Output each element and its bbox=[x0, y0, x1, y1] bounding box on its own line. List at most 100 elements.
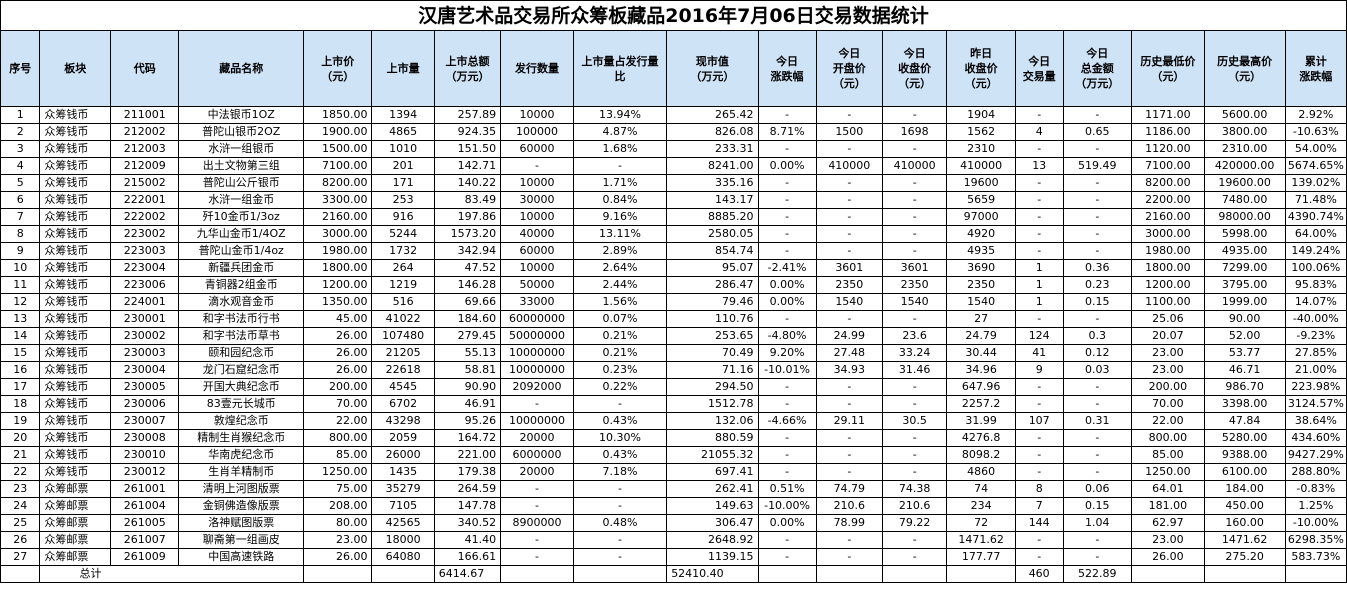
table-cell: 19 bbox=[0, 412, 41, 430]
table-cell: - bbox=[1062, 463, 1133, 481]
table-cell: 27 bbox=[946, 310, 1016, 328]
column-header: 代码 bbox=[109, 30, 180, 107]
table-cell: 140.22 bbox=[433, 174, 502, 192]
table-cell: 4390.74% bbox=[1284, 208, 1347, 226]
table-cell: 181.00 bbox=[1131, 497, 1205, 515]
table-cell: 74.38 bbox=[882, 480, 948, 498]
column-header: 现市值 （万元） bbox=[666, 30, 759, 107]
table-cell: - bbox=[1014, 242, 1064, 260]
total-cell: 6414.67 bbox=[433, 565, 502, 583]
table-cell: 110.76 bbox=[666, 310, 759, 328]
table-cell: 1 bbox=[1014, 293, 1064, 311]
table-cell: 230004 bbox=[109, 361, 180, 379]
table-cell: 171 bbox=[371, 174, 435, 192]
table-cell: 30.44 bbox=[946, 344, 1016, 362]
column-header-line: （元） bbox=[321, 69, 355, 83]
table-cell: 4860 bbox=[946, 463, 1016, 481]
table-cell: - bbox=[1062, 242, 1133, 260]
table-cell: - bbox=[757, 463, 817, 481]
table-cell: - bbox=[882, 463, 948, 481]
table-cell: 2.64% bbox=[572, 259, 668, 277]
table-cell: 2160.00 bbox=[1131, 208, 1205, 226]
table-cell: 224001 bbox=[109, 293, 180, 311]
table-cell: 25 bbox=[0, 514, 41, 532]
column-header-line: 今日 bbox=[1028, 54, 1051, 68]
table-cell: 中法银币1OZ bbox=[178, 106, 304, 124]
table-cell: 众筹邮票 bbox=[39, 548, 111, 566]
table-cell: 294.50 bbox=[666, 378, 759, 396]
table-cell: 3398.00 bbox=[1203, 395, 1286, 413]
table-cell: 4935 bbox=[946, 242, 1016, 260]
table-cell: 33000 bbox=[500, 293, 574, 311]
table-cell: 1698 bbox=[882, 123, 948, 141]
table-cell: 22.00 bbox=[1131, 412, 1205, 430]
table-cell: 41022 bbox=[371, 310, 435, 328]
table-cell: 9388.00 bbox=[1203, 446, 1286, 464]
table-cell: 23 bbox=[0, 480, 41, 498]
table-cell: - bbox=[500, 480, 574, 498]
table-cell: 26.00 bbox=[302, 344, 373, 362]
column-header-line: 收盘价 bbox=[898, 62, 932, 75]
column-header-line: （元） bbox=[898, 77, 932, 90]
table-cell: 53.77 bbox=[1203, 344, 1286, 362]
table-cell: 众筹钱币 bbox=[39, 412, 111, 430]
table-row: 8 众筹钱币 223002 九华山金币1/4OZ 3000.00 5244 1573.20 4… bbox=[0, 225, 1347, 243]
table-cell: 8.71% bbox=[757, 123, 817, 141]
table-cell: 516 bbox=[371, 293, 435, 311]
table-cell: 众筹钱币 bbox=[39, 123, 111, 141]
table-cell: 95.07 bbox=[666, 259, 759, 277]
table-cell: 147.78 bbox=[433, 497, 502, 515]
table-cell: 1250.00 bbox=[302, 463, 373, 481]
table-cell: 7100.00 bbox=[302, 157, 373, 175]
table-cell: 2580.05 bbox=[666, 225, 759, 243]
total-cell bbox=[815, 565, 884, 583]
table-cell: 230010 bbox=[109, 446, 180, 464]
table-cell: 1435 bbox=[371, 463, 435, 481]
column-header-line: 历史最低价 bbox=[1140, 54, 1196, 68]
table-cell: - bbox=[1014, 191, 1064, 209]
table-cell: 青铜器2组金币 bbox=[178, 276, 304, 294]
table-cell: 261001 bbox=[109, 480, 180, 498]
table-cell: 4920 bbox=[946, 225, 1016, 243]
table-cell: 众筹钱币 bbox=[39, 293, 111, 311]
table-cell: 14 bbox=[0, 327, 41, 345]
table-cell: 4545 bbox=[371, 378, 435, 396]
table-cell: 340.52 bbox=[433, 514, 502, 532]
table-cell: 90.00 bbox=[1203, 310, 1286, 328]
table-cell: 众筹邮票 bbox=[39, 480, 111, 498]
table-cell: 1562 bbox=[946, 123, 1016, 141]
table-cell: 2.92% bbox=[1284, 106, 1347, 124]
table-cell: 出土文物第三组 bbox=[178, 157, 304, 175]
table-cell: 164.72 bbox=[433, 429, 502, 447]
table-cell: 1010 bbox=[371, 140, 435, 158]
table-cell: 2257.2 bbox=[946, 395, 1016, 413]
table-cell: 78.99 bbox=[815, 514, 884, 532]
table-cell: 184.60 bbox=[433, 310, 502, 328]
table-cell: 0.3 bbox=[1062, 327, 1133, 345]
table-cell: 38.64% bbox=[1284, 412, 1347, 430]
table-cell: 197.86 bbox=[433, 208, 502, 226]
table-cell: 8200.00 bbox=[1131, 174, 1205, 192]
table-cell: 3601 bbox=[882, 259, 948, 277]
table-cell: - bbox=[572, 531, 668, 549]
table-cell: 24.79 bbox=[946, 327, 1016, 345]
table-cell: 1.71% bbox=[572, 174, 668, 192]
table-cell: 1904 bbox=[946, 106, 1016, 124]
table-cell: 132.06 bbox=[666, 412, 759, 430]
table-cell: 7480.00 bbox=[1203, 191, 1286, 209]
column-header: 板块 bbox=[39, 30, 111, 107]
table-cell: 647.96 bbox=[946, 378, 1016, 396]
table-row: 5 众筹钱币 215002 普陀山公斤银币 8200.00 171 140.22 10000 1… bbox=[0, 174, 1347, 192]
table-cell: - bbox=[1062, 446, 1133, 464]
table-cell: 0.03 bbox=[1062, 361, 1133, 379]
table-cell: 和字书法币草书 bbox=[178, 327, 304, 345]
table-cell: 420000.00 bbox=[1203, 157, 1286, 175]
table-cell: -0.83% bbox=[1284, 480, 1347, 498]
column-header: 累计 涨跌幅 bbox=[1284, 30, 1347, 107]
table-cell: - bbox=[815, 174, 884, 192]
table-cell: - bbox=[1014, 446, 1064, 464]
table-cell: - bbox=[882, 225, 948, 243]
table-cell: 583.73% bbox=[1284, 548, 1347, 566]
table-cell: 230003 bbox=[109, 344, 180, 362]
table-cell: - bbox=[1014, 106, 1064, 124]
